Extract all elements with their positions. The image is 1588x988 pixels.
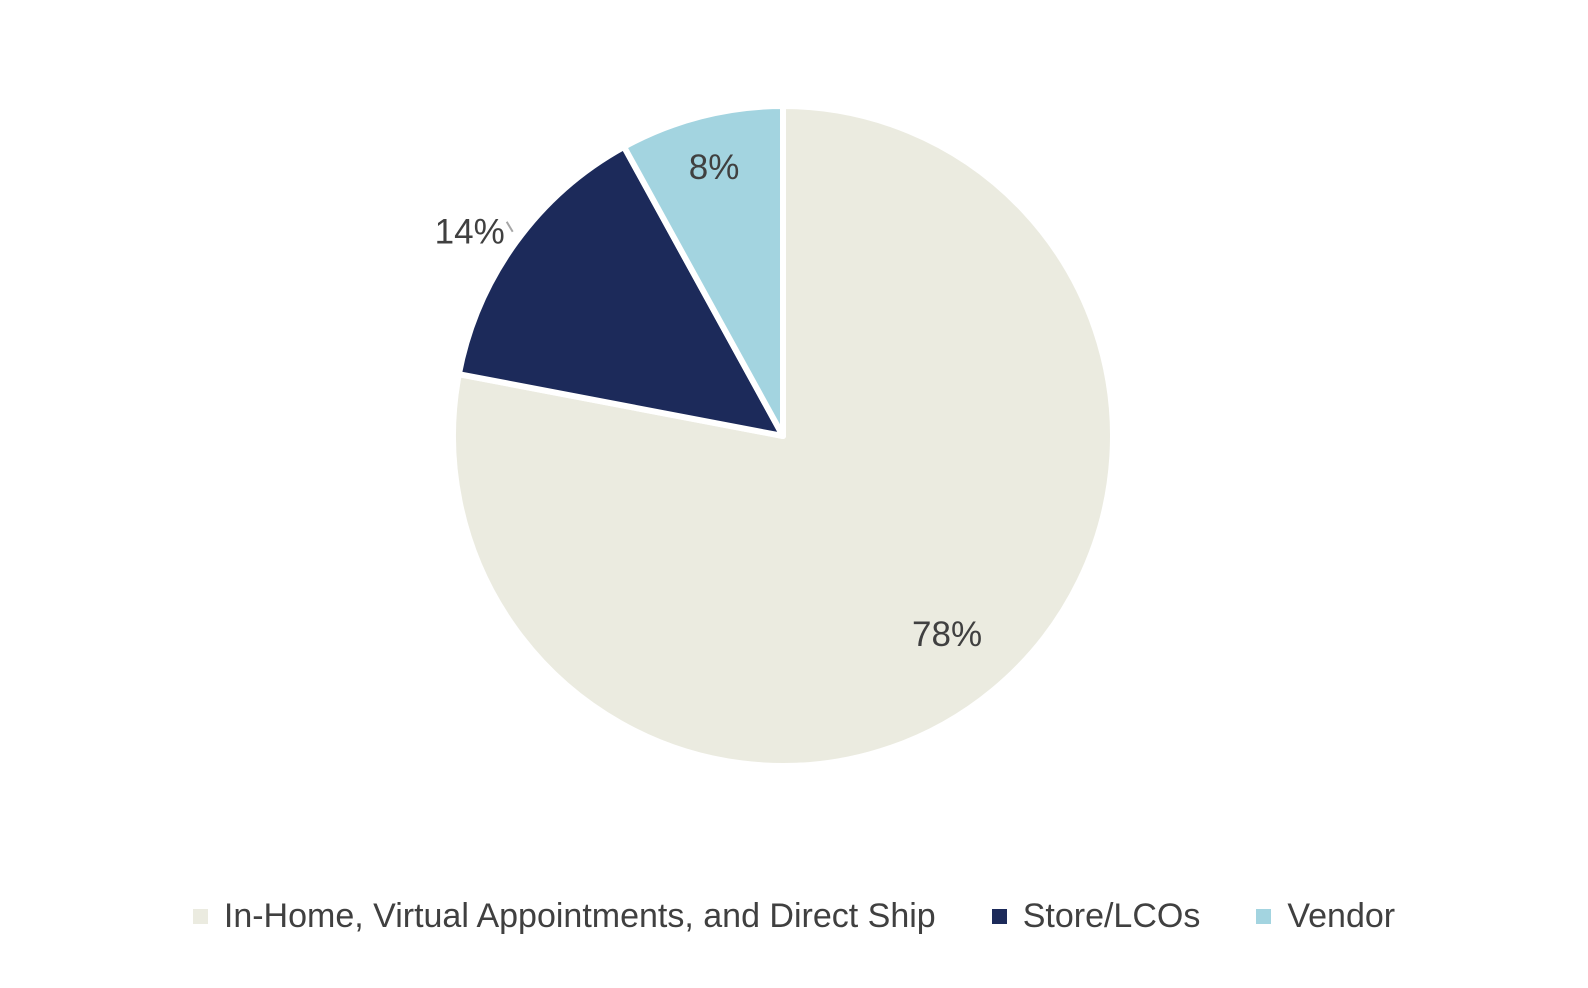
- legend: In-Home, Virtual Appointments, and Direc…: [0, 888, 1588, 944]
- legend-label-vendor: Vendor: [1287, 896, 1396, 935]
- data-label-store-lcos: 14%: [435, 212, 505, 251]
- data-label-in-home-virtual-appointments-and-direct-ship: 78%: [912, 615, 982, 654]
- legend-label-in-home-virtual-appointments-and-direct-ship: In-Home, Virtual Appointments, and Direc…: [223, 896, 936, 935]
- pie-slice-vendor: [621, 103, 786, 439]
- leader-lines: [505, 221, 514, 233]
- legend-item-store-lcos: Store/LCOs: [991, 896, 1201, 936]
- legend-item-vendor: Vendor: [1256, 897, 1395, 936]
- legend-swatch-store-lcos: [991, 908, 1007, 924]
- pie-slice-store-lcos: [455, 143, 786, 439]
- leader-line-store-lcos: [505, 221, 514, 233]
- legend-swatch-vendor: [1256, 908, 1272, 924]
- pie-slices: [450, 103, 1116, 769]
- legend-label-store-lcos: Store/LCOs: [1022, 896, 1201, 935]
- legend-item-in-home-virtual-appointments-and-direct-ship: In-Home, Virtual Appointments, and Direc…: [192, 896, 936, 936]
- legend-swatch-in-home-virtual-appointments-and-direct-ship: [192, 908, 208, 924]
- data-labels: 78% 14% 8%: [435, 148, 982, 654]
- pie-slice-in-home-virtual-appointments-and-direct-ship: [450, 103, 1116, 769]
- data-label-vendor: 8%: [689, 148, 740, 187]
